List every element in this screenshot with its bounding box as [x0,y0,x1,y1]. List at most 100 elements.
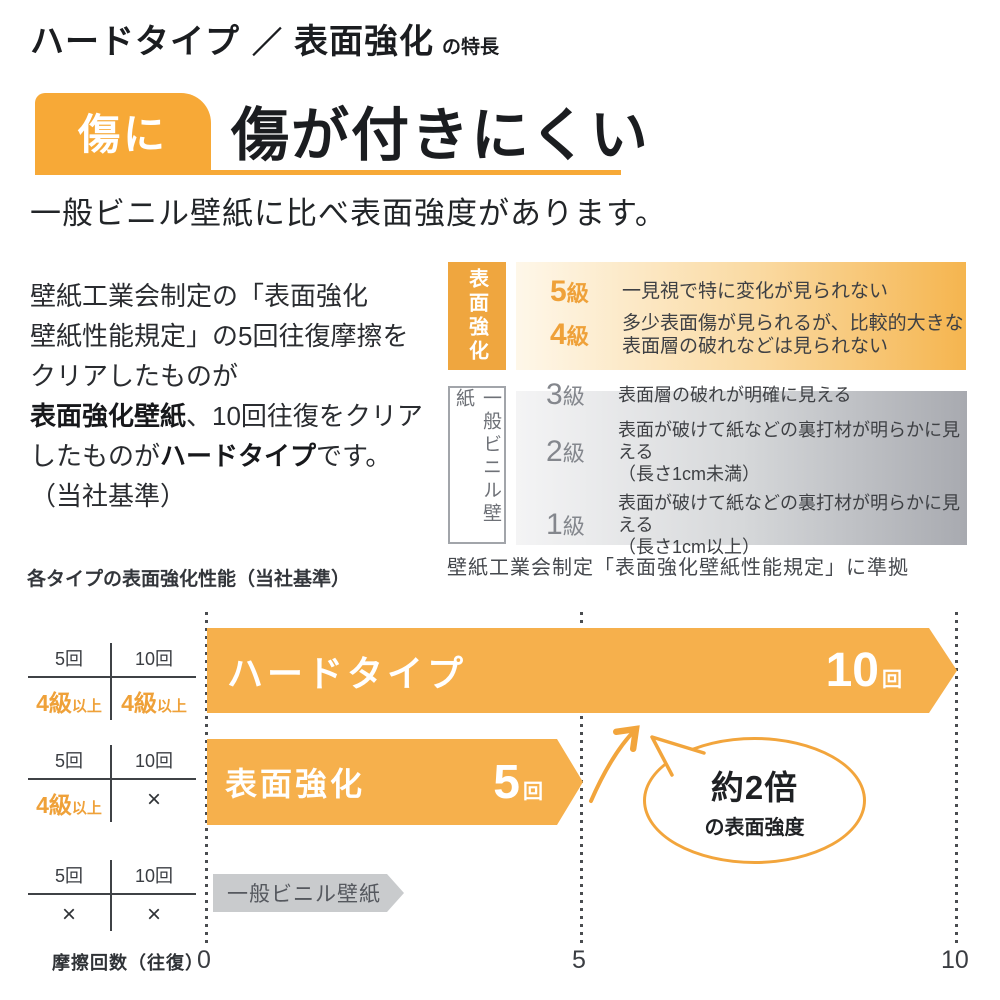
grade-label-general: 一般ビニル壁紙 [448,386,506,544]
double-strength-bubble: 約2倍 の表面強度 [643,737,866,864]
desc-line-5c: です。 [316,441,392,471]
description-paragraph: 壁紙工業会制定の「表面強化 壁紙性能規定」の5回往復摩擦を クリアしたものが 表… [30,276,423,516]
result-header-10: 10回 [112,860,196,895]
desc-line-4: 、10回往復をクリア [186,401,423,431]
grade-4-desc-line1: 多少表面傷が見られるが、比較的大きな [622,312,964,334]
grade-1-desc: 表面が破けて紙などの裏打材が明らかに見える （長さ1cm以上） [618,492,967,558]
scratch-badge: 傷に [35,93,211,170]
grade-3-num: 3 [546,378,563,411]
result-cell-10: × [112,895,196,931]
bar-general-vinyl: 一般ビニル壁紙 [213,874,404,912]
result-header-10: 10回 [112,643,196,678]
grade-4-suffix: 級 [566,323,589,349]
desc-line-6: （当社基準） [30,481,187,511]
chart-title: 各タイプの表面強化性能（当社基準） [27,569,351,590]
bar-hard-type: ハードタイプ 10 回 [207,628,957,713]
result-header-5: 5回 [28,643,112,678]
grade-2-desc-line1: 表面が破けて紙などの裏打材が明らかに見える [618,420,960,462]
bar-hard-type-value-num: 10 [825,644,879,697]
desc-line-5a: したものが [30,441,161,471]
bar-hard-type-value: 10 回 [826,643,902,698]
title-hard-type: ハードタイプ [30,23,240,61]
desc-line-2: 壁紙性能規定」の5回往復摩擦を [30,321,409,351]
grade-5-suffix: 級 [566,280,589,306]
gridline-5 [580,612,583,946]
result-cell-10-main: × [146,786,161,813]
x-tick-0: 0 [197,946,211,974]
result-cell-10-main: 4級 [121,690,157,716]
grade-1-num: 1 [546,508,563,541]
result-cell-10-main: × [146,901,161,928]
scratch-badge-label: 傷に [77,111,168,158]
x-tick-5: 5 [572,946,586,974]
grade-2-suffix: 級 [562,441,585,466]
growth-arrow-icon [589,725,640,803]
result-cell-5-main: × [61,901,76,928]
bar-surface-strengthened-value-unit: 回 [523,780,543,803]
bubble-sub-text: の表面強度 [704,817,805,839]
bar-general-vinyl-label: 一般ビニル壁紙 [227,883,381,906]
desc-bold-strengthened: 表面強化壁紙 [30,401,187,431]
result-cell-10: 4級 以上 [112,678,196,720]
grade-1-suffix: 級 [562,514,585,539]
grade-3-desc: 表面層の破れが明確に見える [618,385,852,405]
grade-1-desc-line2: （長さ1cm以上） [618,537,761,557]
grade-4-desc: 多少表面傷が見られるが、比較的大きな 表面層の破れなどは見られない [622,312,964,358]
grade-3-suffix: 級 [562,384,585,409]
grade-2-desc: 表面が破けて紙などの裏打材が明らかに見える （長さ1cm未満） [618,419,967,485]
grade-5-desc: 一見視で特に変化が見られない [622,281,889,302]
result-cell-5-main: 4級 [36,690,72,716]
title-surface-strengthened: 表面強化 [294,23,434,61]
title-separator: ／ [252,27,282,60]
result-cell-10-sub: 以上 [156,698,187,715]
desc-line-1: 壁紙工業会制定の「表面強化 [30,281,369,311]
headline: 傷が付きにくい [231,103,650,168]
title-suffix: の特長 [442,37,500,58]
grade-table-caption: 壁紙工業会制定「表面強化壁紙性能規定」に準拠 [447,557,909,579]
headline-underline [35,170,621,175]
bar-hard-type-value-unit: 回 [882,669,902,691]
desc-line-3: クリアしたものが [30,361,239,391]
x-tick-10: 10 [941,946,969,974]
gridline-0 [205,612,208,946]
result-cell-5-main: 4級 [36,792,72,818]
result-cell-5-sub: 以上 [71,698,102,715]
page-title: ハードタイプ ／ 表面強化 の特長 [30,14,499,63]
result-header-5: 5回 [28,860,112,895]
grade-1-desc-line1: 表面が破けて紙などの裏打材が明らかに見える [618,493,960,535]
grade-label-strengthened-text: 表面強化 [465,268,488,364]
bar-hard-type-label: ハードタイプ [227,652,468,694]
bar-surface-strengthened-value-num: 5 [493,755,520,809]
result-cell-5: × [28,895,112,931]
result-table-general-vinyl: 5回 10回 × × [28,860,196,931]
grade-2-num: 2 [546,435,563,468]
result-header-10: 10回 [112,745,196,780]
x-axis-label: 摩擦回数（往復） [52,953,204,973]
lead-sentence: 一般ビニル壁紙に比べ表面強度があります。 [30,196,667,231]
grade-2-desc-line2: （長さ1cm未満） [618,464,761,484]
result-table-hard-type: 5回 10回 4級 以上 4級 以上 [28,643,196,720]
gridline-10 [955,612,958,946]
bubble-main-text: 約2倍 [710,769,799,806]
bar-surface-strengthened-label: 表面強化 [225,766,366,802]
grade-5-num: 5 [550,274,567,308]
grade-4-desc-line2: 表面層の破れなどは見られない [622,335,889,357]
result-cell-5: 4級 以上 [28,678,112,720]
result-cell-10: × [112,780,196,822]
desc-bold-hard-type: ハードタイプ [160,441,317,471]
result-table-surface-strengthened: 5回 10回 4級 以上 × [28,745,196,822]
result-header-5: 5回 [28,745,112,780]
